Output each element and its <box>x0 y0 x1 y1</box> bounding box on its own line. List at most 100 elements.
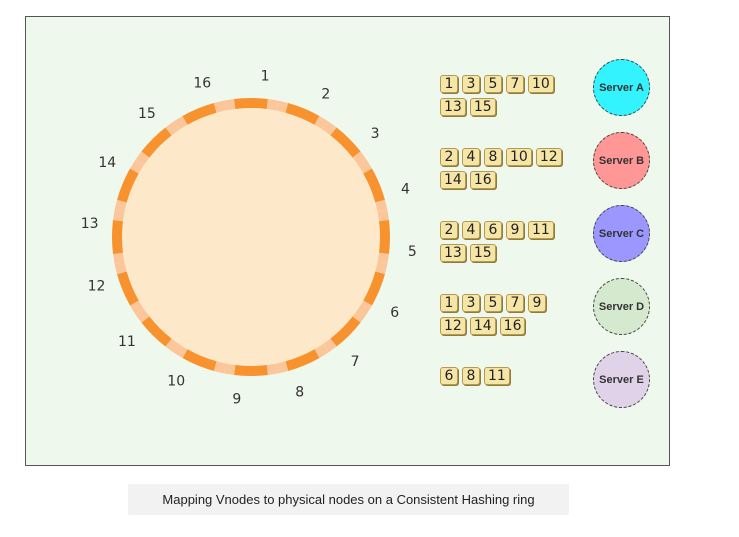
vnode-chip: 8 <box>484 148 502 166</box>
server-node: Server D <box>593 278 650 335</box>
ring-gap-segment <box>130 300 144 315</box>
vnode-row: 12 14 16 <box>440 317 526 335</box>
ring-gap-segment <box>165 121 180 136</box>
vnode-chip: 14 <box>469 317 496 335</box>
ring-vnode-segment-10 <box>182 349 217 371</box>
ring-gap-segment <box>223 363 236 375</box>
vnode-chip: 1 <box>440 75 458 93</box>
ring-label-11: 11 <box>118 334 136 350</box>
vnode-row: 13 15 <box>440 244 496 262</box>
ring-vnode-segment-14 <box>117 168 139 203</box>
vnode-chip: 10 <box>506 148 532 166</box>
ring-gap-segment <box>358 300 372 315</box>
vnode-chip: 13 <box>440 244 466 262</box>
vnode-chip: 8 <box>462 367 480 385</box>
vnode-chip: 16 <box>499 317 526 335</box>
vnode-chip: 9 <box>506 221 524 239</box>
ring-gap-segment <box>135 151 150 166</box>
vnode-chip: 16 <box>469 171 496 189</box>
ring-label-2: 2 <box>321 86 330 102</box>
vnode-chip: 7 <box>506 294 524 312</box>
ring-gap-segment <box>213 361 226 374</box>
ring-gap-segment <box>114 199 127 212</box>
vnode-chip: 4 <box>462 221 480 239</box>
ring-gap-segment <box>276 361 289 374</box>
vnode-chip: 4 <box>462 148 480 166</box>
ring-gap-segment <box>266 99 279 111</box>
vnode-chip: 15 <box>469 244 496 262</box>
ring-label-3: 3 <box>371 126 380 142</box>
ring-label-9: 9 <box>232 391 241 407</box>
ring-vnode-segment-1 <box>234 98 268 109</box>
ring-interior <box>122 108 380 366</box>
ring-label-12: 12 <box>88 279 106 295</box>
ring-gap-segment <box>322 121 337 136</box>
vnode-chip: 11 <box>528 221 554 239</box>
ring-gap-segment <box>358 159 372 174</box>
ring-vnode-segment-7 <box>330 316 361 347</box>
vnode-row: 2 4 6 9 11 <box>440 221 554 239</box>
ring-vnode-segment-3 <box>330 127 361 158</box>
ring-gap-segment <box>113 209 125 222</box>
ring-vnode-segment-5 <box>379 220 390 254</box>
ring-gap-segment <box>223 99 236 111</box>
ring-label-5: 5 <box>408 244 417 260</box>
ring-vnode-segment-12 <box>117 271 139 306</box>
vnode-chip: 9 <box>528 294 546 312</box>
vnode-chip: 6 <box>484 221 502 239</box>
vnode-row: 1 3 5 7 10 <box>440 75 554 93</box>
ring-gap-segment <box>173 116 188 130</box>
vnode-chip: 3 <box>462 75 480 93</box>
ring-gap-segment <box>352 308 367 323</box>
vnode-row: 13 15 <box>440 98 496 116</box>
vnode-chip: 12 <box>535 148 562 166</box>
vnode-chip: 12 <box>440 317 466 335</box>
server-node: Server A <box>593 59 650 116</box>
ring-gap-segment <box>352 151 367 166</box>
ring-label-10: 10 <box>167 374 185 390</box>
ring-gap-segment <box>322 338 337 353</box>
server-node: Server C <box>593 205 650 262</box>
ring-gap-segment <box>314 116 329 130</box>
ring-label-15: 15 <box>138 106 156 122</box>
ring-gap-segment <box>130 159 144 174</box>
ring-gap-segment <box>213 100 226 113</box>
ring-vnode-segment-9 <box>234 365 268 376</box>
diagram-panel: 1 2 3 4 5 6 7 8 9 10 11 12 13 14 15 16 1 3 5 7 10 13 15 Server… <box>25 16 670 466</box>
ring-gap-segment <box>114 262 127 275</box>
ring-gap-segment <box>173 344 188 358</box>
ring-gap-segment <box>377 252 389 265</box>
diagram-caption: Mapping Vnodes to physical nodes on a Co… <box>128 484 569 515</box>
ring-label-13: 13 <box>81 216 99 232</box>
ring-vnode-segment-11 <box>141 316 172 347</box>
vnode-row: 6 8 11 <box>440 367 510 385</box>
ring-vnode-segment-6 <box>363 271 385 306</box>
ring-gap-segment <box>375 199 388 212</box>
ring-gap-segment <box>314 344 329 358</box>
vnode-chip: 6 <box>440 367 458 385</box>
vnode-row: 2 4 8 10 12 <box>440 148 562 166</box>
vnode-chip: 7 <box>506 75 524 93</box>
vnode-chip: 2 <box>440 148 458 166</box>
vnode-chip: 5 <box>484 75 502 93</box>
vnode-chip: 10 <box>528 75 554 93</box>
ring-label-14: 14 <box>98 155 116 171</box>
vnode-chip: 13 <box>440 98 466 116</box>
ring-gap-segment <box>113 252 125 265</box>
ring-gap-segment <box>377 209 389 222</box>
ring-label-8: 8 <box>295 385 304 401</box>
vnode-chip: 15 <box>469 98 496 116</box>
vnode-chip: 5 <box>484 294 502 312</box>
ring-label-1: 1 <box>261 69 270 85</box>
ring-gap-segment <box>135 308 150 323</box>
server-node: Server E <box>593 351 650 408</box>
ring-vnode-segment-15 <box>141 127 172 158</box>
vnode-chip: 14 <box>440 171 466 189</box>
vnode-row: 14 16 <box>440 171 496 189</box>
vnode-chip: 3 <box>462 294 480 312</box>
vnode-chip: 2 <box>440 221 458 239</box>
ring-vnode-segment-8 <box>285 349 320 371</box>
ring-label-16: 16 <box>193 75 211 91</box>
